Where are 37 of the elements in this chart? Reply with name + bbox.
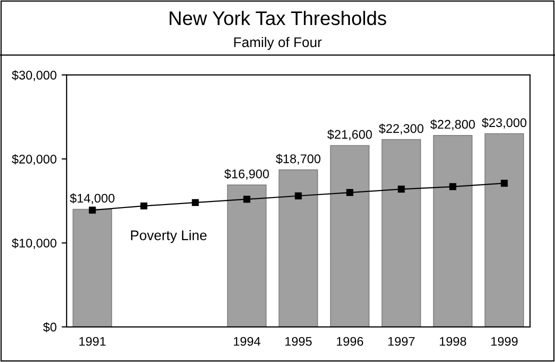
y-tick-label: $0 [43, 322, 56, 332]
point [449, 183, 456, 190]
data-label: $18,700 [276, 154, 320, 165]
bar [484, 133, 524, 327]
data-label: $22,800 [430, 119, 475, 130]
bar [72, 208, 112, 327]
data-label: $14,000 [70, 193, 114, 204]
bar [278, 169, 318, 327]
data-label: $22,300 [378, 124, 424, 134]
point [500, 180, 508, 187]
chart-subtitle: Family of Four [234, 36, 322, 50]
data-label: $16,900 [224, 168, 269, 180]
bar [382, 139, 422, 327]
x-tick-label: 1995 [285, 336, 312, 346]
x-tick-label: 1996 [336, 336, 364, 346]
point [88, 206, 96, 214]
bar [433, 134, 473, 327]
point [294, 192, 302, 200]
point [346, 189, 354, 196]
point [243, 196, 250, 203]
bar [330, 145, 370, 327]
y-tick-label: $10,000 [12, 238, 56, 250]
point [192, 199, 199, 206]
y-tick-label: $30,000 [12, 70, 56, 82]
y-tick-label: $20,000 [12, 154, 56, 166]
x-tick-label: 1991 [79, 336, 106, 346]
series-label: Poverty Line [131, 230, 207, 243]
point [398, 186, 405, 193]
chart-title: New York Tax Thresholds [170, 10, 386, 26]
x-tick-label: 1999 [491, 336, 518, 346]
x-tick-label: 1998 [440, 336, 466, 346]
point [140, 202, 148, 210]
bar [227, 184, 267, 327]
x-tick-label: 1994 [234, 336, 260, 346]
x-tick-label: 1997 [388, 336, 415, 346]
data-label: $21,600 [327, 129, 372, 140]
data-label: $23,000 [482, 118, 526, 129]
